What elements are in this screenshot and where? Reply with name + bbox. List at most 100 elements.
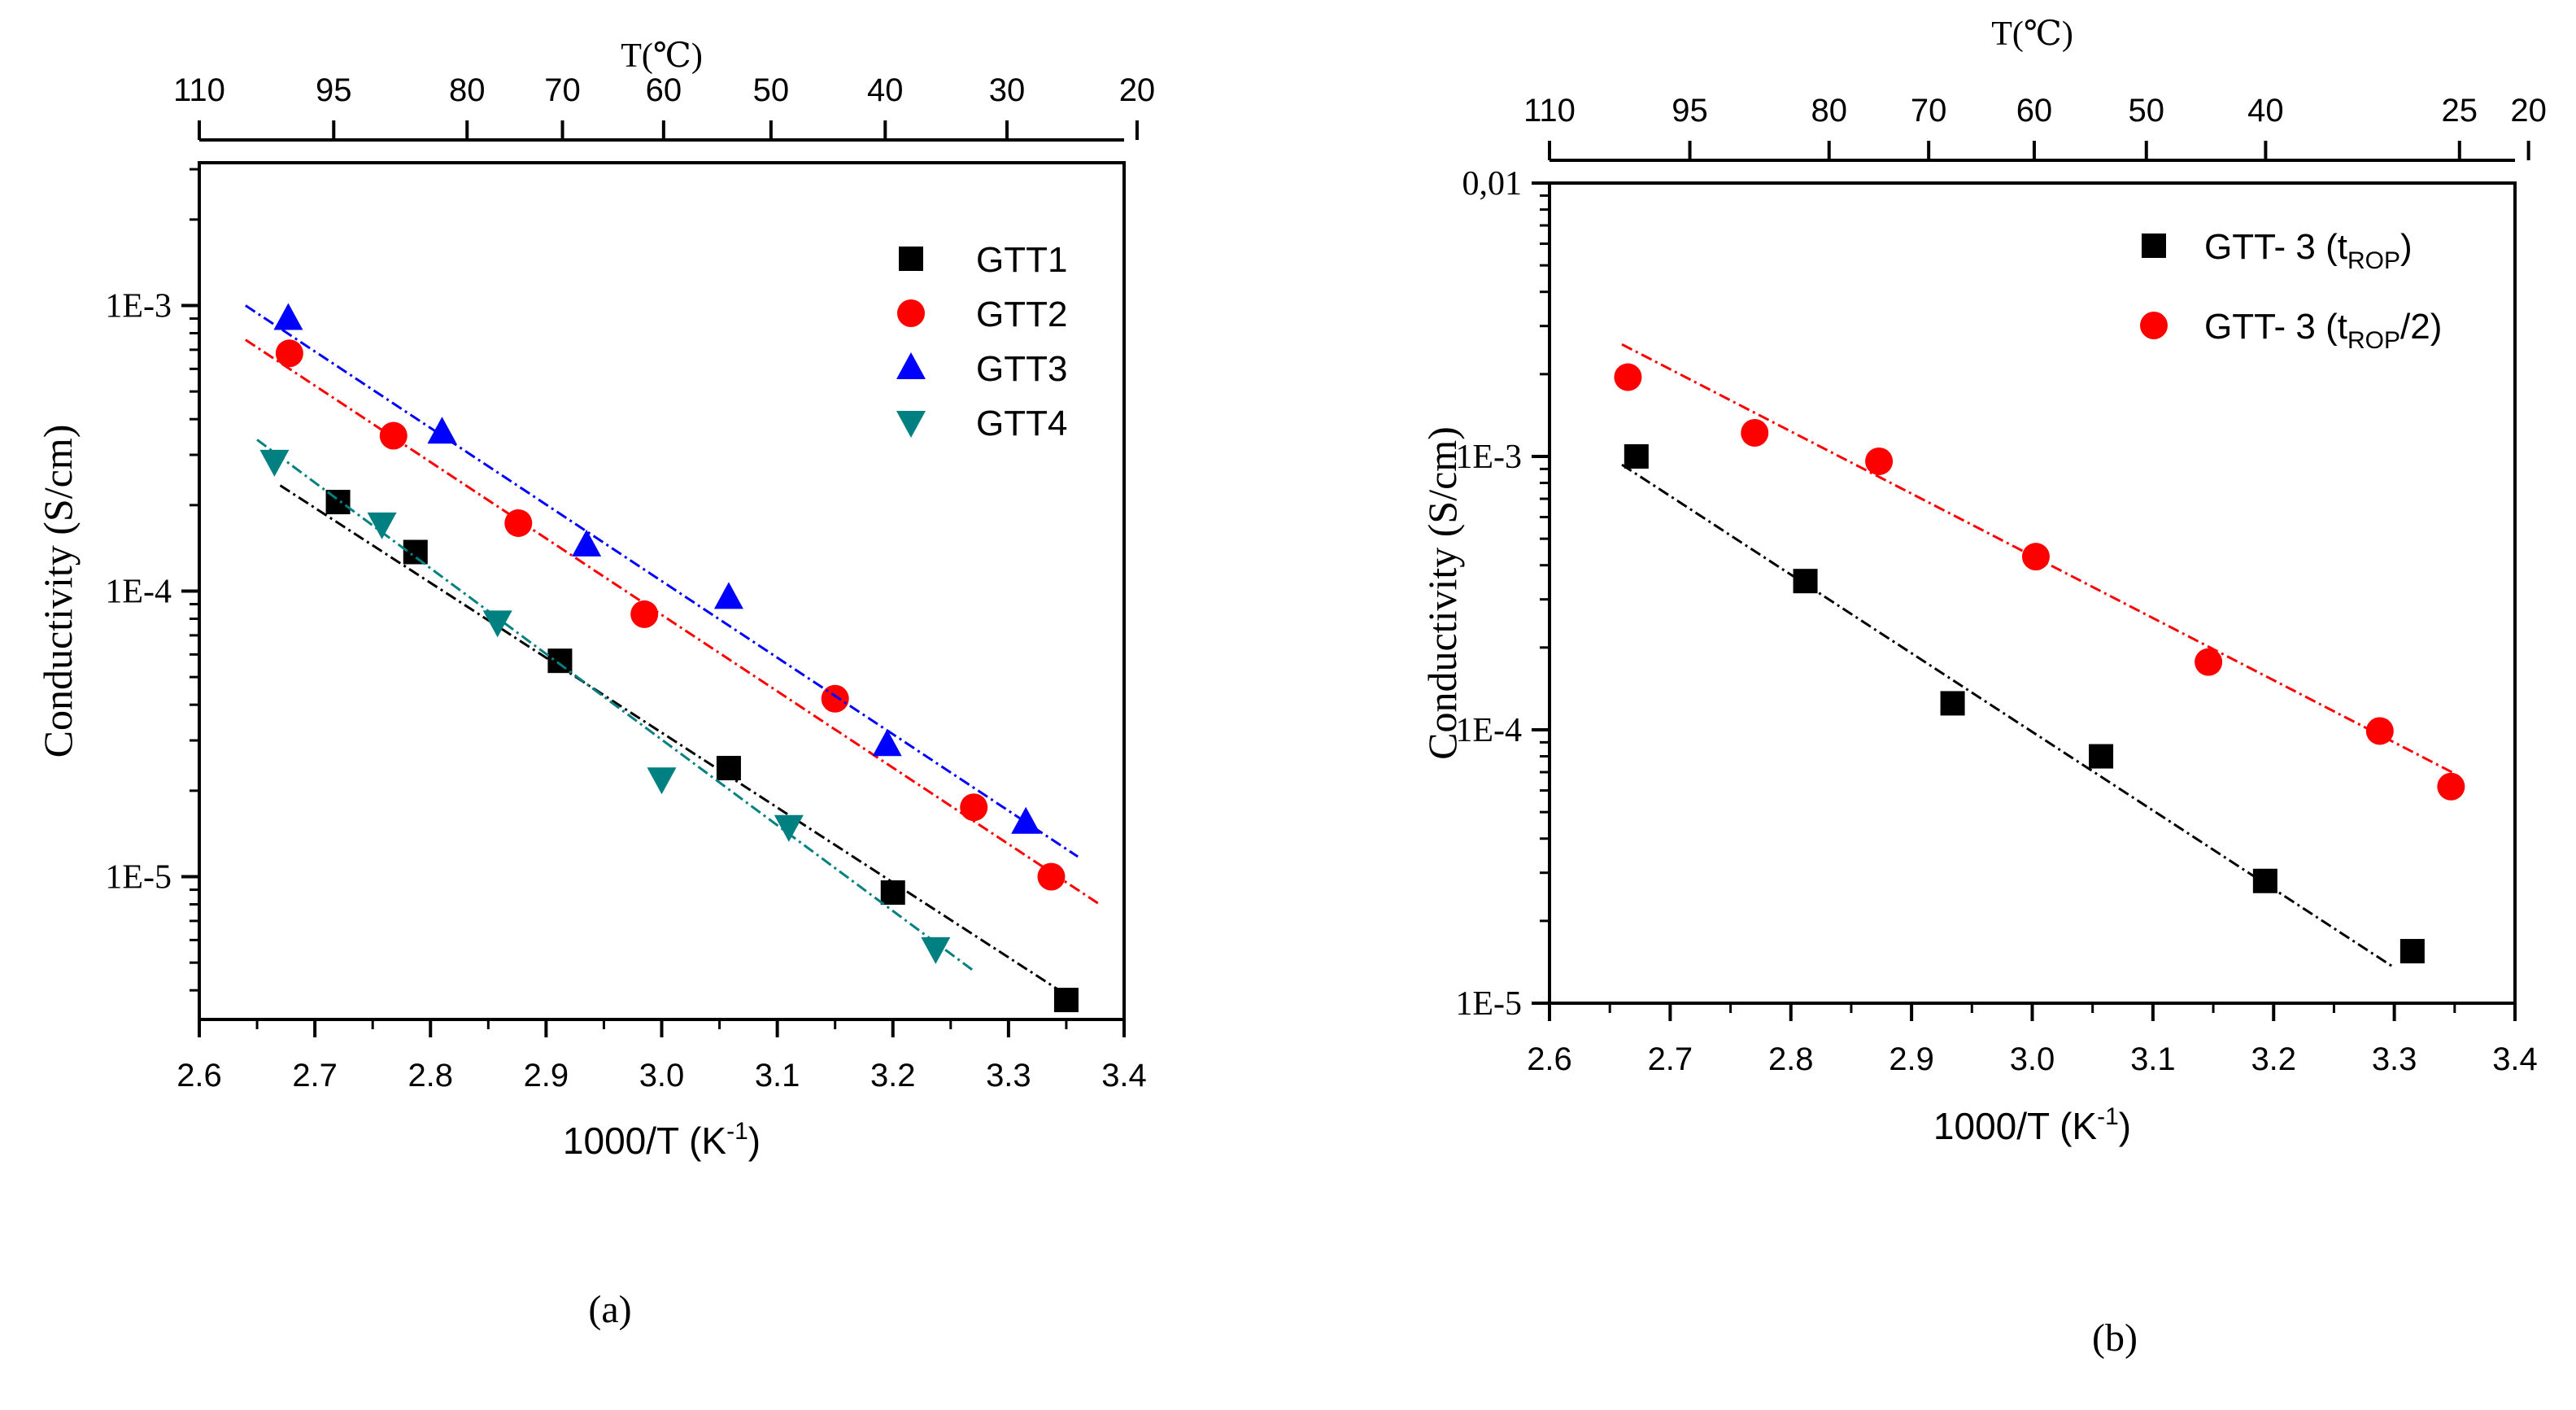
legend-label: GTT- 3 (tROP/2) xyxy=(2204,307,2442,354)
data-point xyxy=(1614,363,1642,391)
panel-label: (b) xyxy=(2092,1316,2138,1360)
series-1 xyxy=(279,484,1079,1013)
fit-line xyxy=(245,304,1079,858)
x-axis-title-close: ) xyxy=(2119,1105,2131,1147)
x-tick-label: 2.7 xyxy=(1648,1041,1693,1077)
data-point xyxy=(1037,862,1066,891)
data-point xyxy=(482,610,512,638)
legend-label-main: GTT2 xyxy=(976,295,1067,334)
data-point xyxy=(504,509,533,537)
legend-label: GTT3 xyxy=(976,349,1067,389)
legend-label-sub: ROP xyxy=(2347,327,2400,354)
data-point xyxy=(367,512,397,539)
top-tick-label: 20 xyxy=(2510,93,2547,129)
top-tick-label: 30 xyxy=(989,72,1026,108)
x-tick-label: 3.1 xyxy=(755,1058,800,1094)
x-tick-label: 3.3 xyxy=(986,1058,1031,1094)
data-point xyxy=(1793,569,1818,594)
y-axis-title: Conductivity (S/cm) xyxy=(35,425,81,758)
data-point xyxy=(872,729,902,757)
y-tick-label: 0,01 xyxy=(1462,165,1523,203)
chart-panel-a: 2.6 2.7 2.8 2.9 3.0 3.1 3.2 3.3 3.4 1E-5 1E-4 1E-3 1… xyxy=(35,37,1155,1331)
y-tick-label: 1E-5 xyxy=(1455,985,1522,1023)
data-point xyxy=(630,600,659,628)
data-point xyxy=(921,936,951,964)
x-tick-label: 2.9 xyxy=(524,1058,569,1094)
top-tick-label: 80 xyxy=(449,72,486,108)
data-point xyxy=(774,814,804,842)
data-point xyxy=(403,539,428,565)
data-point xyxy=(2195,648,2223,676)
fit-line xyxy=(256,439,975,972)
x-tick-label: 3.4 xyxy=(1101,1058,1147,1094)
panel-label: (a) xyxy=(588,1288,631,1331)
top-tick-label: 60 xyxy=(646,72,682,108)
legend-label-main: GTT3 xyxy=(976,349,1067,389)
data-point xyxy=(427,417,457,444)
data-point xyxy=(2437,772,2465,801)
legend-marker xyxy=(897,299,925,327)
x-axis-title-main: 1000/T (K xyxy=(563,1120,726,1162)
series-2 xyxy=(1614,343,2465,801)
x-tick-label: 2.8 xyxy=(408,1058,453,1094)
legend-marker xyxy=(896,352,926,379)
y-tick-label: 1E-4 xyxy=(1455,712,1522,749)
data-point xyxy=(1940,691,1965,716)
y-tick-label: 1E-4 xyxy=(105,574,172,611)
data-point xyxy=(1624,444,1649,469)
legend-marker xyxy=(899,247,923,271)
top-tick-label: 80 xyxy=(1811,93,1847,129)
top-tick-label: 40 xyxy=(867,72,904,108)
legend: GTT1 GTT2 GTT3 GTT4 xyxy=(896,240,1067,443)
data-point xyxy=(379,421,408,450)
x-axis-title-sup: -1 xyxy=(2097,1103,2119,1130)
data-point xyxy=(275,339,303,368)
x-tick-label: 3.1 xyxy=(2130,1041,2176,1077)
x-tick-label: 2.8 xyxy=(1768,1041,1814,1077)
x-axis-title-close: ) xyxy=(748,1120,761,1162)
x-tick-label: 3.0 xyxy=(2010,1041,2055,1077)
data-point xyxy=(713,582,743,609)
x-axis-title-sup: -1 xyxy=(726,1118,748,1145)
top-tick-label: 70 xyxy=(1911,93,1947,129)
x-tick-label: 3.2 xyxy=(870,1058,916,1094)
top-tick-label: 40 xyxy=(2247,93,2284,129)
legend-label: GTT4 xyxy=(976,404,1067,443)
legend-label-main: GTT1 xyxy=(976,240,1067,280)
legend-label-main: GTT4 xyxy=(976,404,1067,443)
legend-label: GTT2 xyxy=(976,295,1067,334)
legend-label-sub: ROP xyxy=(2347,247,2400,274)
data-point xyxy=(273,303,303,330)
legend: GTT- 3 (tROP)GTT- 3 (tROP/2) xyxy=(2140,227,2442,354)
data-point xyxy=(960,793,988,822)
data-point xyxy=(821,684,849,713)
legend-marker xyxy=(2142,234,2166,258)
y-tick-label: 1E-3 xyxy=(105,288,172,325)
data-point xyxy=(880,880,905,905)
data-point xyxy=(1053,988,1079,1013)
legend-label-tail: ) xyxy=(2400,227,2413,267)
x-axis-title: 1000/T (K-1) xyxy=(1933,1103,2131,1147)
legend-marker xyxy=(896,411,926,438)
fit-line xyxy=(279,484,1079,1004)
x-tick-label: 2.6 xyxy=(177,1058,222,1094)
top-axis-title: T(℃) xyxy=(1991,15,2073,53)
data-point xyxy=(647,767,677,795)
y-axis-title: Conductivity (S/cm) xyxy=(1419,426,1465,760)
data-point xyxy=(716,756,741,781)
plot-frame xyxy=(198,161,1126,1021)
x-axis-title-main: 1000/T (K xyxy=(1933,1105,2097,1147)
top-tick-label: 60 xyxy=(2016,93,2053,129)
data-point xyxy=(1741,418,1769,447)
top-tick-label: 110 xyxy=(173,72,225,108)
data-point xyxy=(259,449,290,477)
legend-label: GTT1 xyxy=(976,240,1067,280)
top-tick-label: 110 xyxy=(1523,93,1576,129)
x-axis-title: 1000/T (K-1) xyxy=(563,1118,761,1162)
legend-label-tail: /2) xyxy=(2400,307,2442,347)
data-point xyxy=(1011,806,1041,834)
legend-marker xyxy=(2140,312,2168,339)
top-tick-label: 50 xyxy=(2129,93,2165,129)
legend-label-main: GTT- 3 (t xyxy=(2204,307,2347,347)
legend-label: GTT- 3 (tROP) xyxy=(2204,227,2413,274)
